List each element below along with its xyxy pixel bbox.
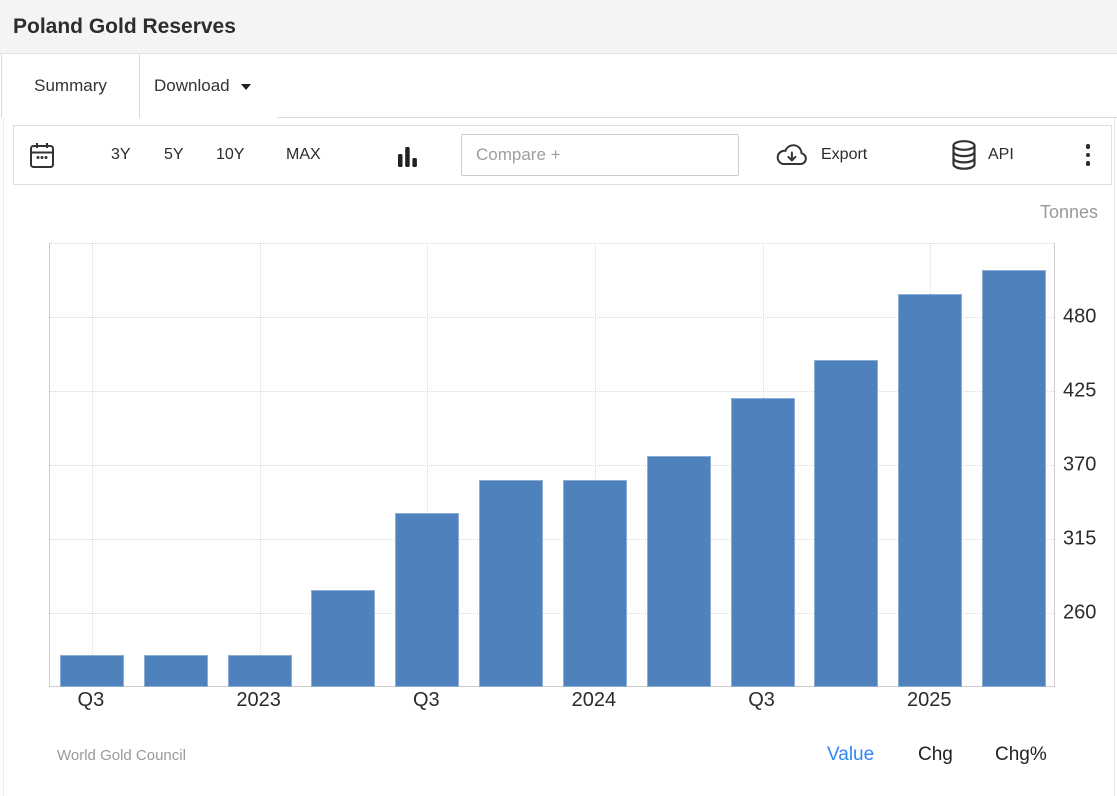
footer-link-chg[interactable]: Chg — [918, 744, 953, 765]
calendar-button[interactable] — [29, 140, 55, 172]
x-tick-label: 2023 — [236, 689, 281, 711]
y-gridline — [50, 243, 1054, 244]
bar-2024-q1[interactable] — [562, 479, 627, 687]
compare-input[interactable] — [461, 134, 739, 176]
export-label: Export — [821, 146, 868, 163]
plot-area — [49, 243, 1055, 687]
bar-2022-q3[interactable] — [59, 655, 124, 687]
x-gridline — [594, 243, 596, 686]
chart-type-button[interactable] — [397, 144, 418, 168]
api-label: API — [988, 146, 1014, 163]
x-axis-labels: Q3 2023 Q3 2024 Q3 2025 — [49, 689, 1055, 717]
y-gridline — [50, 613, 1054, 614]
y-tick-label: 260 — [1063, 601, 1097, 624]
y-tick-label: 480 — [1063, 305, 1097, 328]
y-tick-label: 425 — [1063, 379, 1097, 402]
y-gridline — [50, 539, 1054, 540]
tab-summary[interactable]: Summary — [1, 54, 140, 118]
bar-2023-q1[interactable] — [227, 655, 292, 687]
y-gridline — [50, 465, 1054, 466]
api-button[interactable]: API — [950, 126, 1014, 184]
tab-bar-divider — [140, 117, 1117, 118]
range-5y-button[interactable]: 5Y — [164, 126, 184, 184]
x-gridline — [91, 243, 93, 686]
chart-toolbar: 3Y 5Y 10Y MAX — [13, 125, 1112, 185]
y-gridline — [50, 391, 1054, 392]
column-chart-icon — [397, 144, 418, 168]
source-attribution: World Gold Council — [57, 747, 186, 764]
range-10y-button[interactable]: 10Y — [216, 126, 244, 184]
y-tick-label: 315 — [1063, 527, 1097, 550]
x-gridline — [259, 243, 261, 686]
y-axis-unit-label: Tonnes — [1039, 202, 1098, 222]
range-3y-button[interactable]: 3Y — [111, 126, 131, 184]
page-title: Poland Gold Reserves — [13, 15, 236, 38]
chart-footer-links: Value Chg Chg% — [4, 744, 1112, 770]
bar-2024-q3[interactable] — [730, 397, 795, 687]
page-header: Poland Gold Reserves — [0, 0, 1117, 54]
tab-summary-label: Summary — [34, 76, 107, 95]
bar-2025-q2[interactable] — [982, 269, 1047, 687]
x-tick-label: Q3 — [748, 689, 775, 711]
tab-bar: Summary Download — [0, 54, 1117, 118]
chevron-down-icon — [240, 84, 251, 90]
x-gridline — [427, 243, 429, 686]
cloud-download-icon — [771, 141, 811, 169]
footer-link-chg-percent[interactable]: Chg% — [995, 744, 1047, 765]
range-max-button[interactable]: MAX — [286, 126, 321, 184]
bar-2022-q4[interactable] — [143, 655, 208, 687]
y-tick-label: 370 — [1063, 453, 1097, 476]
kebab-menu-icon — [1085, 144, 1091, 149]
calendar-icon — [29, 141, 55, 171]
database-icon — [950, 139, 978, 171]
tab-download-label: Download — [154, 76, 230, 95]
bar-2023-q2[interactable] — [311, 590, 376, 687]
x-tick-label: Q3 — [412, 689, 440, 711]
x-tick-label: Q3 — [77, 689, 105, 711]
bar-2024-q2[interactable] — [646, 455, 711, 687]
kebab-menu-button[interactable] — [1077, 126, 1099, 184]
tab-download[interactable]: Download — [140, 54, 277, 118]
chart-panel: 3Y 5Y 10Y MAX — [3, 118, 1115, 796]
bar-2023-q4[interactable] — [479, 479, 544, 687]
footer-link-value[interactable]: Value — [827, 744, 875, 765]
bar-2024-q4[interactable] — [814, 360, 879, 687]
y-axis-labels: 260 315 370 425 480 — [1063, 243, 1115, 687]
bar-2023-q3[interactable] — [395, 513, 460, 687]
y-gridline — [50, 317, 1054, 318]
x-tick-label: 2025 — [907, 689, 952, 711]
export-button[interactable]: Export — [771, 126, 867, 184]
x-tick-label: 2024 — [571, 689, 617, 711]
bar-2025-q1[interactable] — [898, 294, 963, 687]
